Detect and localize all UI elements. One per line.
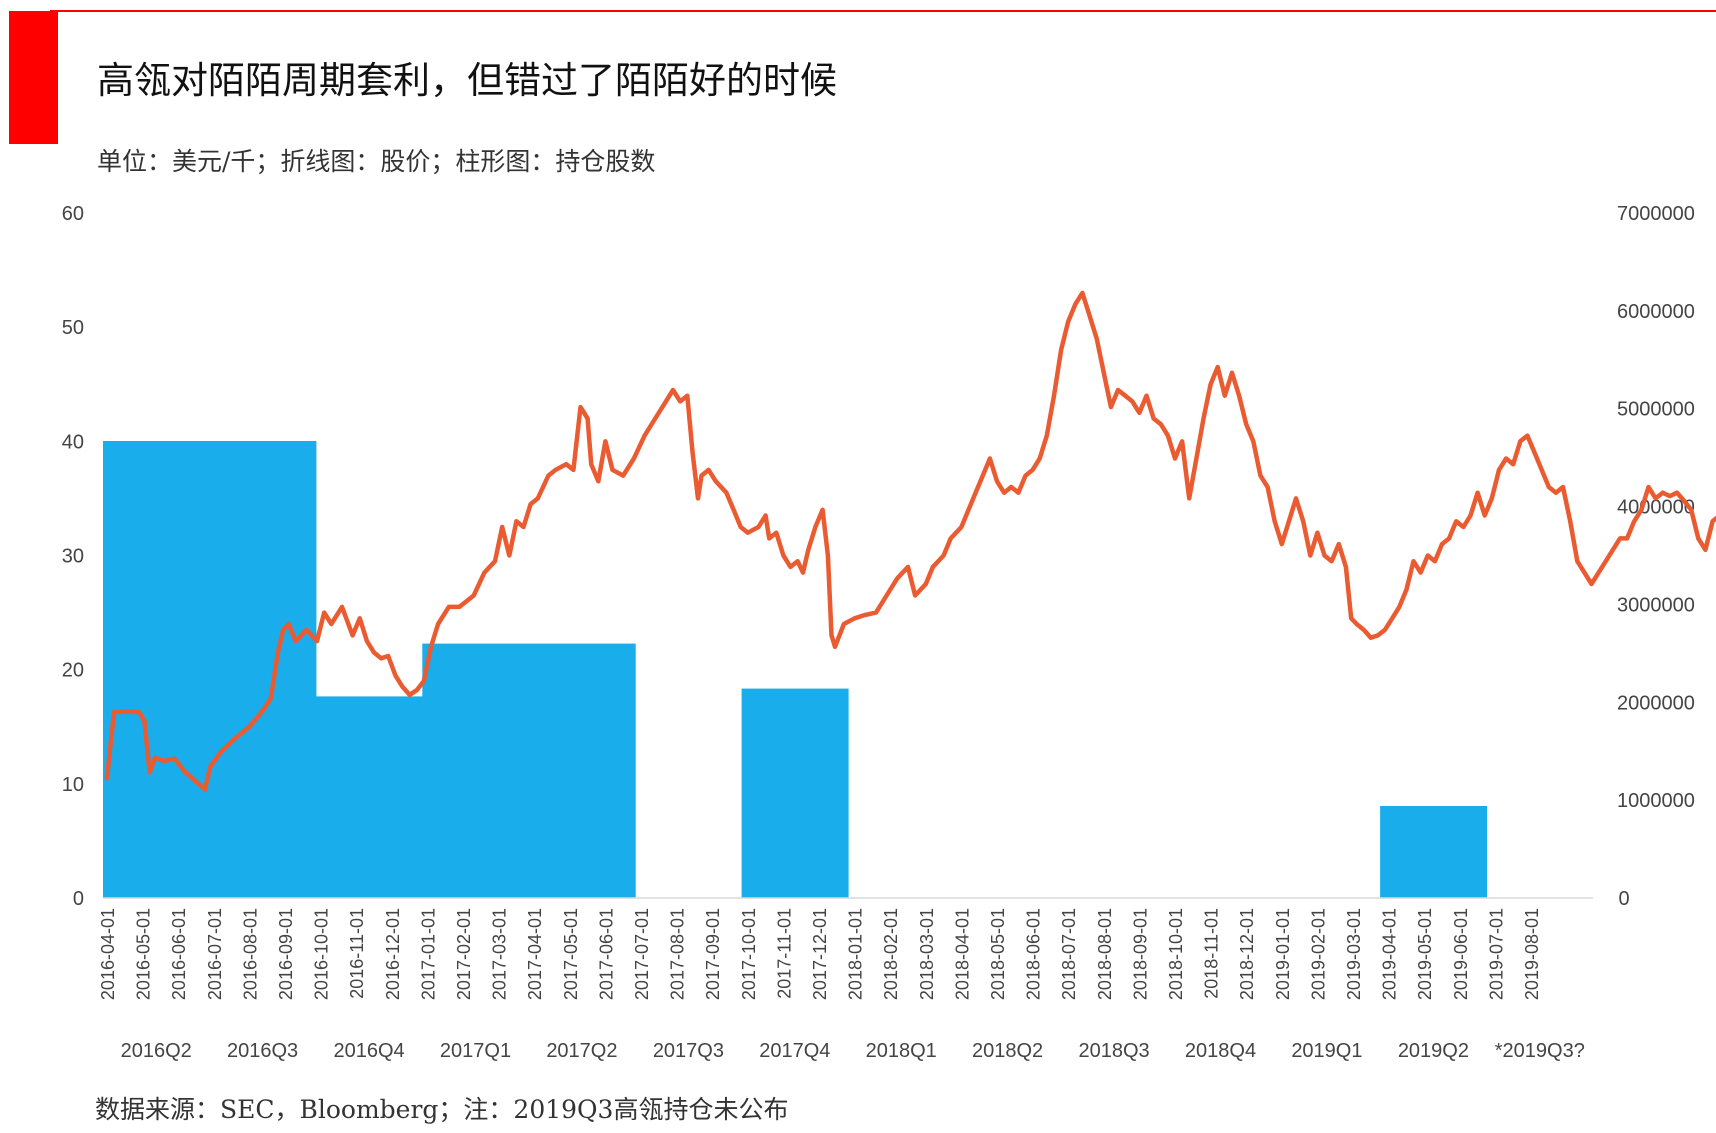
x-month-label: 2019-04-01	[1380, 908, 1400, 1000]
x-month-label: 2016-06-01	[169, 908, 189, 1000]
right-tick-label: 0	[1618, 888, 1629, 910]
holding-bar	[209, 441, 317, 898]
x-month-label: 2017-08-01	[668, 908, 688, 1000]
left-tick-label: 0	[73, 888, 84, 910]
x-month-label: 2016-05-01	[134, 908, 154, 1000]
left-tick-label: 30	[62, 546, 84, 568]
quarter-label: 2017Q2	[546, 1040, 617, 1062]
x-month-label: 2017-09-01	[703, 908, 723, 1000]
x-month-label: 2016-12-01	[383, 908, 403, 1000]
quarter-label: *2019Q3?	[1495, 1040, 1585, 1062]
right-tick-label: 3000000	[1617, 594, 1695, 616]
x-month-label: 2019-01-01	[1273, 908, 1293, 1000]
right-tick-label: 2000000	[1617, 692, 1695, 714]
x-month-label: 2019-05-01	[1415, 908, 1435, 1000]
accent-block	[9, 11, 58, 144]
price-line-group	[104, 290, 1716, 792]
quarter-label: 2019Q1	[1291, 1040, 1362, 1062]
quarter-label: 2019Q2	[1398, 1040, 1469, 1062]
right-tick-label: 4000000	[1617, 497, 1695, 519]
chart-subtitle: 单位：美元/千；折线图：股价；柱形图：持仓股数	[97, 147, 655, 176]
bars	[103, 441, 1488, 898]
quarter-labels: 2016Q2 2016Q3 2016Q4 2017Q1 2017Q2 2017Q3 2017…	[121, 1040, 1585, 1062]
x-month-label: 2018-10-01	[1166, 908, 1186, 1000]
x-month-label: 2018-01-01	[846, 908, 866, 1000]
quarter-label: 2018Q2	[972, 1040, 1043, 1062]
x-month-labels: 2016-04-01 2016-05-01 2016-06-01 2016-07-01…	[98, 908, 1542, 1000]
x-month-label: 2018-04-01	[952, 908, 972, 1000]
x-month-label: 2016-08-01	[240, 908, 260, 1000]
x-month-label: 2017-04-01	[525, 908, 545, 1000]
x-month-label: 2016-07-01	[205, 908, 225, 1000]
holding-bar	[103, 441, 210, 898]
quarter-label: 2017Q4	[759, 1040, 830, 1062]
x-month-label: 2018-08-01	[1095, 908, 1115, 1000]
right-tick-label: 1000000	[1617, 790, 1695, 812]
left-tick-label: 20	[62, 660, 84, 682]
x-month-label: 2017-02-01	[454, 908, 474, 1000]
quarter-label: 2017Q1	[440, 1040, 511, 1062]
quarter-label: 2016Q2	[121, 1040, 192, 1062]
price-line	[104, 290, 1716, 792]
x-month-label: 2019-02-01	[1308, 908, 1328, 1000]
quarter-label: 2018Q3	[1079, 1040, 1150, 1062]
x-month-label: 2016-09-01	[276, 908, 296, 1000]
x-month-label: 2018-06-01	[1024, 908, 1044, 1000]
left-axis-ticks: 0 10 20 30 40 50 60	[62, 203, 84, 910]
x-month-label: 2017-05-01	[561, 908, 581, 1000]
right-tick-label: 7000000	[1617, 203, 1695, 225]
x-month-label: 2017-01-01	[418, 908, 438, 1000]
x-month-label: 2018-03-01	[917, 908, 937, 1000]
x-month-label: 2019-03-01	[1344, 908, 1364, 1000]
right-axis-ticks: 0 1000000 2000000 3000000 4000000 5000000 6000…	[1617, 203, 1695, 910]
x-month-label: 2018-12-01	[1237, 908, 1257, 1000]
holding-bar	[315, 696, 423, 898]
x-month-label: 2018-09-01	[1130, 908, 1150, 1000]
right-tick-label: 6000000	[1617, 301, 1695, 323]
quarter-label: 2017Q3	[653, 1040, 724, 1062]
quarter-label: 2018Q4	[1185, 1040, 1256, 1062]
x-month-label: 2018-05-01	[988, 908, 1008, 1000]
holding-bar	[741, 688, 849, 898]
left-tick-label: 40	[62, 431, 84, 453]
x-month-label: 2016-10-01	[312, 908, 332, 1000]
x-month-label: 2017-03-01	[490, 908, 510, 1000]
x-month-label: 2018-02-01	[881, 908, 901, 1000]
x-month-label: 2017-12-01	[810, 908, 830, 1000]
left-tick-label: 50	[62, 317, 84, 339]
x-month-label: 2018-11-01	[1202, 908, 1222, 999]
left-tick-label: 60	[62, 203, 84, 225]
x-month-label: 2016-11-01	[347, 908, 367, 999]
quarter-label: 2016Q3	[227, 1040, 298, 1062]
holding-bar	[1380, 806, 1488, 898]
holding-bar	[528, 643, 636, 898]
chart-title: 高瓴对陌陌周期套利，但错过了陌陌好的时候	[97, 59, 837, 102]
x-month-label: 2016-04-01	[98, 908, 118, 1000]
right-tick-label: 5000000	[1617, 399, 1695, 421]
x-month-label: 2019-06-01	[1451, 908, 1471, 1000]
x-month-label: 2019-08-01	[1522, 908, 1542, 1000]
quarter-label: 2018Q1	[866, 1040, 937, 1062]
footer-note: 数据来源：SEC，Bloomberg；注：2019Q3高瓴持仓未公布	[95, 1095, 788, 1124]
holding-bar	[422, 643, 530, 898]
x-month-label: 2017-06-01	[596, 908, 616, 1000]
quarter-label: 2016Q4	[334, 1040, 405, 1062]
left-tick-label: 10	[62, 774, 84, 796]
x-month-label: 2017-07-01	[632, 908, 652, 1000]
x-month-label: 2017-11-01	[774, 908, 794, 999]
x-month-label: 2019-07-01	[1486, 908, 1506, 1000]
x-month-label: 2017-10-01	[739, 908, 759, 1000]
x-month-label: 2018-07-01	[1059, 908, 1079, 1000]
